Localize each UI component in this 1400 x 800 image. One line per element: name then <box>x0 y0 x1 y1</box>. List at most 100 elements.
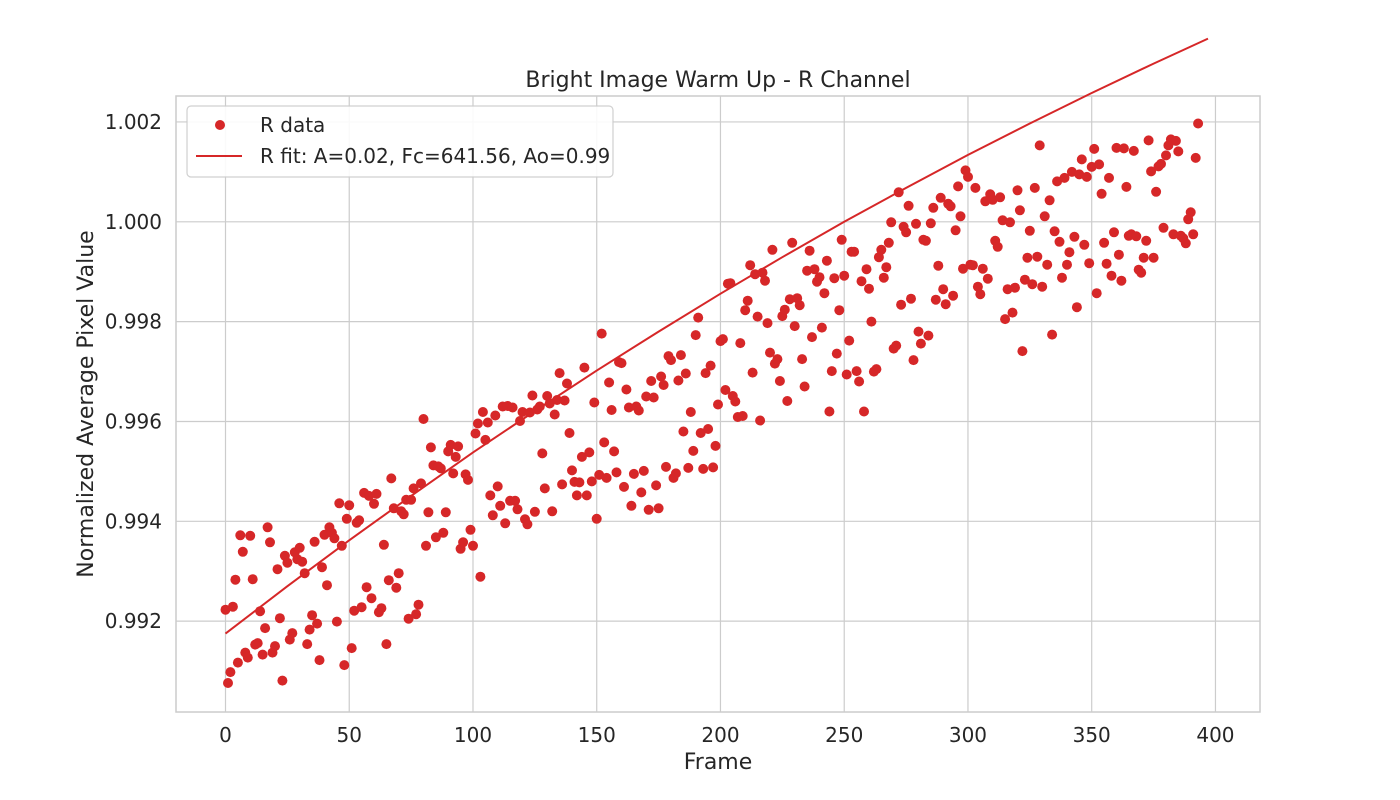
data-point <box>883 237 894 248</box>
data-point <box>398 509 409 520</box>
data-point <box>527 390 538 401</box>
data-point <box>487 510 498 521</box>
data-point <box>1012 185 1023 196</box>
data-point <box>633 405 644 416</box>
data-point <box>1024 225 1035 236</box>
data-point <box>354 515 365 526</box>
data-point <box>804 245 815 256</box>
data-point <box>1079 239 1090 250</box>
y-tick-label: 1.002 <box>105 110 162 134</box>
data-point <box>859 406 869 417</box>
x-tick-label: 50 <box>337 723 362 747</box>
data-point <box>970 182 981 193</box>
data-point <box>596 328 607 339</box>
x-tick-label: 250 <box>825 723 863 747</box>
legend-marker-r-data <box>215 120 225 130</box>
data-point <box>386 473 397 484</box>
data-point <box>656 371 667 382</box>
data-point <box>1190 152 1201 163</box>
y-tick-label: 0.992 <box>105 609 162 633</box>
data-point <box>225 667 236 678</box>
data-point <box>779 304 790 315</box>
data-point <box>371 488 382 499</box>
data-point <box>339 660 350 671</box>
data-point <box>255 606 266 617</box>
data-point <box>559 395 570 406</box>
data-point <box>492 481 503 492</box>
data-point <box>381 639 392 650</box>
data-point <box>609 446 620 457</box>
data-point <box>774 376 785 386</box>
data-point <box>982 273 993 284</box>
data-point <box>242 652 253 663</box>
data-point <box>584 447 595 458</box>
x-tick-label: 200 <box>701 723 739 747</box>
data-point <box>1161 150 1171 161</box>
data-point <box>1170 135 1181 146</box>
data-point <box>552 395 563 405</box>
data-point <box>685 407 696 417</box>
data-point <box>1010 282 1020 293</box>
data-point <box>1076 154 1087 165</box>
data-point <box>1106 270 1117 281</box>
data-point <box>1042 259 1053 270</box>
data-point <box>920 235 931 246</box>
y-tick-label: 0.994 <box>105 509 162 533</box>
data-point <box>886 217 897 228</box>
data-point <box>406 494 417 505</box>
data-point <box>896 299 907 310</box>
data-point <box>757 267 768 278</box>
data-point <box>260 623 271 634</box>
data-point <box>1044 195 1055 206</box>
data-point <box>648 392 659 403</box>
data-point <box>1193 118 1204 129</box>
data-point <box>411 609 422 620</box>
data-point <box>537 448 548 459</box>
data-point <box>356 602 367 613</box>
data-point <box>940 299 951 310</box>
data-point <box>512 504 523 515</box>
data-point <box>1143 135 1154 146</box>
data-point <box>510 495 521 506</box>
data-point <box>1081 171 1092 182</box>
data-point <box>789 321 800 332</box>
data-point <box>1111 142 1122 153</box>
data-point <box>287 628 298 639</box>
data-point <box>802 265 813 276</box>
data-point <box>317 562 327 573</box>
data-point <box>1054 236 1065 247</box>
data-point <box>747 367 758 378</box>
data-point <box>1131 231 1142 242</box>
data-point <box>1099 237 1110 248</box>
data-point <box>322 580 332 591</box>
data-point <box>638 465 649 476</box>
legend-label-r-data: R data <box>260 113 325 137</box>
data-point <box>544 398 555 409</box>
data-point <box>1180 238 1191 249</box>
data-point <box>1188 229 1199 240</box>
data-point <box>1007 307 1018 318</box>
data-point <box>262 522 273 533</box>
y-axis-label: Normalized Average Pixel Value <box>74 230 99 577</box>
y-tick-label: 0.996 <box>105 409 162 433</box>
data-point <box>477 407 488 417</box>
data-point <box>690 330 701 341</box>
tick-labels: 0 50 100 150 200 250 300 350 400 0.992 0.994 0.996 0… <box>105 110 1235 747</box>
data-point <box>765 347 775 358</box>
data-point <box>1138 252 1149 263</box>
data-point <box>393 568 404 579</box>
data-point <box>963 171 973 182</box>
data-point <box>495 500 506 511</box>
data-point <box>938 284 949 295</box>
data-point <box>1047 329 1058 340</box>
data-point <box>1019 274 1030 285</box>
data-point <box>619 481 629 492</box>
data-point <box>270 641 280 652</box>
data-point <box>809 264 820 275</box>
data-point <box>522 519 533 530</box>
data-point <box>574 477 585 488</box>
data-point <box>534 401 545 412</box>
data-point <box>797 354 808 365</box>
data-point <box>720 385 731 395</box>
data-point <box>1039 211 1050 222</box>
